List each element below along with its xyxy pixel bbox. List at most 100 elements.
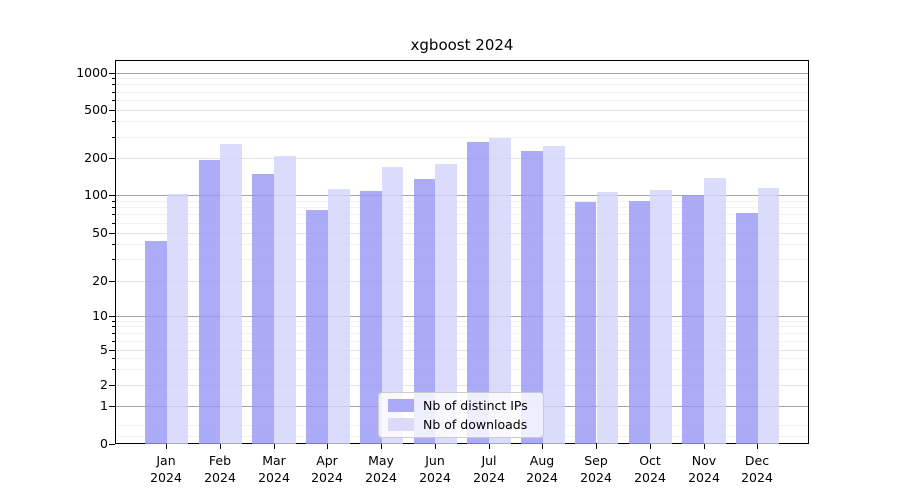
gridline [116, 385, 808, 386]
y-tick-label: 100 [84, 187, 108, 202]
y-minor-tick-mark [112, 333, 115, 334]
bar-downloads [650, 189, 673, 444]
y-minor-tick-mark [112, 341, 115, 342]
y-minor-tick-mark [112, 201, 115, 202]
bar-distinct-ips [521, 151, 543, 444]
bar-distinct-ips [682, 195, 704, 444]
gridline-minor [116, 341, 808, 342]
x-tick-mark [650, 444, 651, 449]
y-tick-label: 20 [92, 273, 108, 288]
y-minor-tick-mark [112, 121, 115, 122]
x-tick-label: May 2024 [365, 453, 397, 485]
x-tick-mark [166, 444, 167, 449]
y-tick-mark [109, 158, 115, 159]
legend-label: Nb of distinct IPs [423, 398, 528, 414]
legend-entry: Nb of downloads [388, 417, 534, 432]
x-tick-label: Oct 2024 [634, 453, 666, 485]
gridline-minor [116, 223, 808, 224]
bar-distinct-ips [144, 241, 167, 444]
bar-distinct-ips [198, 159, 221, 444]
y-tick-mark [109, 110, 115, 111]
gridline-minor [116, 321, 808, 322]
x-tick-label: Jan 2024 [150, 453, 182, 485]
y-tick-label: 0 [100, 436, 108, 451]
x-tick-label: Sep 2024 [580, 453, 612, 485]
gridline [116, 110, 808, 111]
x-tick-mark [274, 444, 275, 449]
x-tick-label: Feb 2024 [204, 453, 236, 485]
x-tick-mark [596, 444, 597, 449]
x-tick-label: Dec 2024 [741, 453, 773, 485]
gridline [116, 233, 808, 234]
y-minor-tick-mark [112, 326, 115, 327]
x-tick-label: Aug 2024 [526, 453, 558, 485]
gridline-minor [116, 201, 808, 202]
bar-distinct-ips [252, 173, 275, 444]
y-minor-tick-mark [112, 214, 115, 215]
y-tick-label: 200 [84, 150, 108, 165]
x-tick-mark [704, 444, 705, 449]
y-minor-tick-mark [112, 321, 115, 322]
y-minor-tick-mark [112, 223, 115, 224]
gridline-minor [116, 92, 808, 93]
x-tick-label: Apr 2024 [311, 453, 343, 485]
x-tick-mark [435, 444, 436, 449]
gridline-minor [116, 333, 808, 334]
y-tick-mark [109, 73, 115, 74]
y-minor-tick-mark [112, 100, 115, 101]
bar-distinct-ips [306, 209, 328, 444]
legend-swatch-downloads [388, 417, 414, 431]
x-tick-mark [757, 444, 758, 449]
y-tick-label: 1000 [76, 65, 108, 80]
x-tick-mark [542, 444, 543, 449]
bar-downloads [757, 188, 780, 444]
gridline-major [116, 195, 808, 196]
bar-distinct-ips [628, 200, 651, 444]
y-tick-mark [109, 350, 115, 351]
gridline-minor [116, 358, 808, 359]
y-tick-mark [109, 316, 115, 317]
bar-downloads [274, 155, 296, 444]
legend: Nb of distinct IPs Nb of downloads [378, 392, 544, 438]
y-minor-tick-mark [112, 207, 115, 208]
bar-distinct-ips [359, 190, 382, 444]
y-tick-mark [109, 444, 115, 445]
bar-downloads [542, 145, 565, 444]
bar-downloads [327, 188, 350, 444]
x-tick-label: Jul 2024 [473, 453, 505, 485]
gridline [116, 281, 808, 282]
y-tick-label: 10 [92, 308, 108, 323]
gridline [116, 350, 808, 351]
gridline-minor [116, 137, 808, 138]
gridline-minor [116, 121, 808, 122]
gridline-minor [116, 326, 808, 327]
y-tick-mark [109, 233, 115, 234]
x-tick-mark [381, 444, 382, 449]
gridline-major [116, 73, 808, 74]
y-tick-label: 5 [100, 342, 108, 357]
bar-downloads [596, 192, 619, 444]
chart-title: xgboost 2024 [410, 36, 514, 54]
y-tick-mark [109, 406, 115, 407]
bar-downloads [704, 177, 726, 444]
gridline-minor [116, 78, 808, 79]
x-tick-label: Jun 2024 [419, 453, 451, 485]
gridline-minor [116, 244, 808, 245]
bar-downloads [166, 193, 189, 444]
y-tick-mark [109, 195, 115, 196]
bar-distinct-ips [574, 201, 597, 444]
bar-distinct-ips [467, 142, 490, 444]
plot-area [115, 60, 809, 444]
x-tick-label: Mar 2024 [258, 453, 290, 485]
y-minor-tick-mark [112, 137, 115, 138]
x-tick-mark [489, 444, 490, 449]
gridline-minor [116, 259, 808, 260]
x-tick-label: Nov 2024 [688, 453, 720, 485]
y-tick-mark [109, 281, 115, 282]
y-minor-tick-mark [112, 78, 115, 79]
y-minor-tick-mark [112, 84, 115, 85]
gridline [116, 158, 808, 159]
gridline-major [116, 316, 808, 317]
y-minor-tick-mark [112, 244, 115, 245]
